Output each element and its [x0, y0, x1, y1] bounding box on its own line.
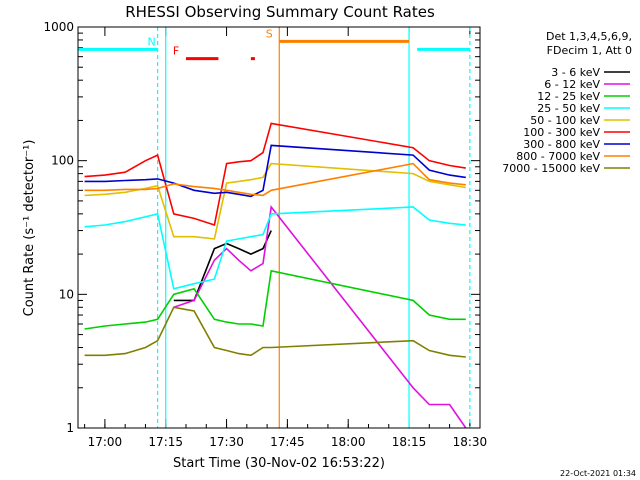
y-tick-label: 1000: [43, 20, 74, 34]
series-line: [173, 205, 467, 429]
x-tick-label: 17:00: [88, 435, 123, 449]
legend-label: 800 - 7000 keV: [516, 150, 600, 163]
plot-frame: [77, 26, 481, 429]
info-line-2: FDecim 1, Att 0: [547, 44, 632, 57]
series-line: [84, 162, 466, 197]
legend-label: 7000 - 15000 keV: [502, 162, 600, 175]
x-axis-label: Start Time (30-Nov-02 16:53:22): [173, 456, 385, 471]
legend-label: 6 - 12 keV: [544, 78, 600, 91]
series-line: [84, 306, 466, 358]
legend-label: 12 - 25 keV: [537, 90, 600, 103]
y-tick-label: 1: [66, 421, 74, 435]
y-tick-label: 100: [51, 154, 74, 168]
series-line: [84, 144, 466, 198]
y-axis-label: Count Rate (s⁻¹ detector⁻¹): [22, 140, 37, 317]
x-tick-label: 18:30: [453, 435, 488, 449]
legend-label: 50 - 100 keV: [530, 114, 600, 127]
legend-label: 300 - 800 keV: [523, 138, 600, 151]
legend-label: 100 - 300 keV: [523, 126, 600, 139]
y-tick-label: 10: [59, 287, 74, 301]
plot-area: 1 10 100 1000 17:00 17:15 17:30 17:45 18:00 18:15…: [43, 20, 487, 449]
chart-title: RHESSI Observing Summary Count Rates: [125, 3, 435, 21]
flag-label: S: [266, 27, 273, 40]
footer-timestamp: 22-Oct-2021 01:34: [560, 469, 636, 478]
flag-label: F: [173, 45, 179, 58]
series-line: [84, 269, 466, 330]
x-tick-label: 17:30: [209, 435, 244, 449]
x-tick-label: 17:15: [148, 435, 183, 449]
series-line: [84, 122, 466, 227]
x-tick-label: 18:00: [331, 435, 366, 449]
legend-label: 3 - 6 keV: [551, 66, 600, 79]
x-tick-label: 18:15: [392, 435, 427, 449]
series-line: [173, 230, 272, 302]
x-tick-label: 17:45: [270, 435, 305, 449]
info-line-1: Det 1,3,4,5,6,9,: [546, 30, 632, 43]
legend-label: 25 - 50 keV: [537, 102, 600, 115]
series-line: [84, 206, 466, 290]
flag-label: N: [147, 35, 155, 48]
